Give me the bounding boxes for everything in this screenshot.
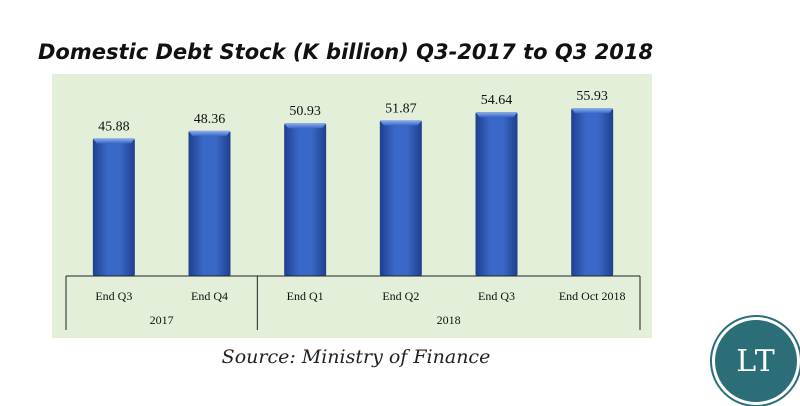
data-label-2: 48.36 xyxy=(194,112,226,127)
group-label-2018: 2018 xyxy=(437,313,461,327)
data-label-6: 55.93 xyxy=(576,89,608,104)
chart-title: Domestic Debt Stock (K billion) Q3-2017 … xyxy=(38,40,654,64)
category-label-2: End Q4 xyxy=(191,289,228,303)
bar-cap-6 xyxy=(571,108,614,114)
data-label-3: 50.93 xyxy=(289,104,321,119)
bar-4 xyxy=(379,120,422,276)
data-label-1: 45.88 xyxy=(98,119,130,134)
bar-cap-2 xyxy=(188,130,231,136)
group-label-2017: 2017 xyxy=(150,313,174,327)
bar-6 xyxy=(571,108,614,277)
bar-3 xyxy=(284,123,327,277)
lusaka-times-logo[interactable]: LT xyxy=(712,317,800,405)
bar-cap-5 xyxy=(475,112,518,118)
data-label-5: 54.64 xyxy=(481,93,513,108)
bar-chart: 45.88 End Q3 48.36 End Q4 50.93 End Q1 51.87 En… xyxy=(65,89,641,330)
category-label-5: End Q3 xyxy=(478,289,515,303)
plot-area: 45.88 End Q3 48.36 End Q4 50.93 End Q1 51.87 En… xyxy=(52,74,652,338)
bar-cap-1 xyxy=(92,138,135,144)
bar-cap-3 xyxy=(284,123,327,129)
bar-cap-4 xyxy=(379,120,422,126)
source-caption: Source: Ministry of Finance xyxy=(221,346,491,368)
category-label-4: End Q2 xyxy=(382,289,419,303)
category-label-6: End Oct 2018 xyxy=(559,289,626,303)
category-label-1: End Q3 xyxy=(95,289,132,303)
category-label-3: End Q1 xyxy=(287,289,324,303)
bar-2 xyxy=(188,130,231,276)
data-label-4: 51.87 xyxy=(385,101,417,116)
bar-5 xyxy=(475,112,518,276)
bar-1 xyxy=(92,138,135,276)
